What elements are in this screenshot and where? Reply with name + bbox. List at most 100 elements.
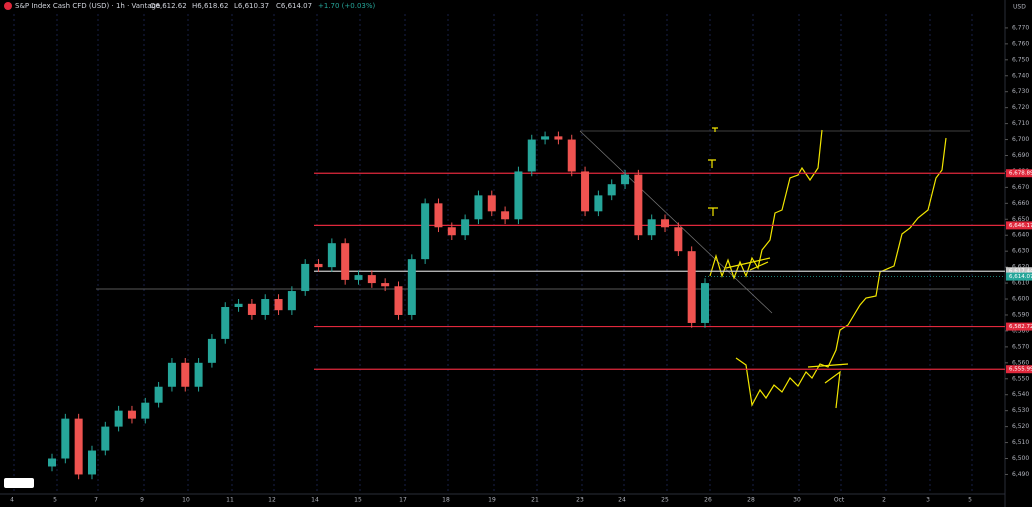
- candle-body: [621, 174, 630, 185]
- y-tick-label: 6,580: [1012, 327, 1029, 334]
- y-tick-label: 6,730: [1012, 88, 1029, 95]
- candle-body: [301, 263, 310, 292]
- candle-body: [594, 195, 603, 212]
- x-tick-label: Oct: [834, 497, 845, 504]
- level-label: 6,678.89: [1009, 171, 1032, 177]
- candle-body: [261, 299, 270, 315]
- candle-body: [274, 299, 283, 311]
- candle-body: [181, 362, 190, 387]
- x-tick-label: 25: [661, 497, 669, 504]
- candle-body: [381, 283, 390, 287]
- candle-body: [541, 136, 550, 140]
- x-tick-label: 21: [531, 497, 539, 504]
- candle-body: [114, 410, 123, 427]
- candle-body: [461, 219, 470, 236]
- x-tick-label: 5: [53, 497, 57, 504]
- candle-body: [501, 211, 510, 220]
- y-tick-label: 6,710: [1012, 120, 1029, 127]
- x-tick-label: 3: [926, 497, 930, 504]
- candle-body: [474, 195, 483, 220]
- y-tick-label: 6,770: [1012, 24, 1029, 31]
- projection-mark: [725, 257, 771, 271]
- y-tick-label: 6,600: [1012, 296, 1029, 303]
- candle-body: [407, 259, 416, 315]
- x-tick-label: 12: [268, 497, 276, 504]
- level-label: 6,617.44: [1009, 269, 1032, 275]
- candle-body: [194, 362, 203, 387]
- candle-body: [167, 362, 176, 387]
- symbol-icon: [4, 2, 12, 10]
- x-tick-label: 4: [10, 497, 14, 504]
- candle-body: [221, 307, 230, 339]
- y-tick-label: 6,570: [1012, 343, 1029, 350]
- x-tick-label: 17: [399, 497, 407, 504]
- y-tick-label: 6,660: [1012, 200, 1029, 207]
- candle-body: [234, 303, 243, 308]
- projection-path: [735, 137, 947, 407]
- level-tag: [1006, 267, 1032, 276]
- candle-body: [154, 386, 163, 403]
- candle-body: [687, 251, 696, 323]
- level-label: 6,555.99: [1009, 367, 1032, 373]
- candle-body: [61, 418, 70, 459]
- y-tick-label: 6,500: [1012, 455, 1029, 462]
- y-tick-label: 6,650: [1012, 216, 1029, 223]
- ohlc-value: H6,618.62: [192, 2, 228, 10]
- y-tick-label: 6,510: [1012, 439, 1029, 446]
- candle-body: [701, 283, 709, 323]
- candle-body: [647, 219, 656, 236]
- y-tick-label: 6,630: [1012, 248, 1029, 255]
- y-tick-label: 6,700: [1012, 136, 1029, 143]
- candle-body: [341, 243, 350, 280]
- x-tick-label: 26: [704, 497, 712, 504]
- candle-body: [487, 195, 496, 212]
- ohlc-value: O6,612.62: [150, 2, 187, 10]
- currency-label: USD: [1013, 4, 1026, 11]
- x-tick-label: 19: [488, 497, 496, 504]
- x-tick-label: 9: [140, 497, 144, 504]
- candle-body: [48, 458, 56, 467]
- candle-body: [74, 418, 83, 475]
- x-tick-label: 28: [747, 497, 755, 504]
- candle-body: [421, 203, 430, 260]
- candle-body: [434, 203, 443, 228]
- candle-body: [367, 275, 376, 284]
- x-tick-label: 24: [618, 497, 626, 504]
- x-tick-label: 23: [576, 497, 584, 504]
- candle-body: [127, 410, 136, 419]
- candle-body: [661, 219, 670, 228]
- y-tick-label: 6,590: [1012, 311, 1029, 318]
- x-tick-label: 5: [968, 497, 972, 504]
- y-tick-label: 6,620: [1012, 264, 1029, 271]
- y-tick-label: 6,520: [1012, 423, 1029, 430]
- logo: [4, 478, 34, 488]
- y-tick-label: 6,690: [1012, 152, 1029, 159]
- x-tick-label: 15: [354, 497, 362, 504]
- level-tag: [1006, 169, 1032, 178]
- candle-body: [327, 243, 336, 268]
- candle-body: [394, 286, 403, 315]
- ohlc-value: C6,614.07: [276, 2, 312, 10]
- y-tick-label: 6,550: [1012, 375, 1029, 382]
- x-tick-label: 2: [882, 497, 886, 504]
- candle-body: [514, 171, 523, 220]
- x-tick-label: 30: [793, 497, 801, 504]
- y-tick-label: 6,750: [1012, 56, 1029, 63]
- y-tick-label: 6,610: [1012, 280, 1029, 287]
- projection-mark: [708, 127, 849, 409]
- candle-body: [287, 291, 296, 311]
- candle-body: [674, 227, 683, 252]
- y-tick-label: 6,490: [1012, 471, 1029, 478]
- candle-body: [567, 139, 576, 172]
- level-label: 6,646.17: [1009, 223, 1032, 229]
- chart-title[interactable]: S&P Index Cash CFD (USD) · 1h · Vantage: [15, 2, 160, 10]
- candle-body: [447, 227, 456, 236]
- candle-body: [581, 171, 590, 212]
- level-tag: [1006, 365, 1032, 374]
- ohlc-value: L6,610.37: [234, 2, 269, 10]
- y-tick-label: 6,640: [1012, 232, 1029, 239]
- candle-body: [354, 275, 363, 280]
- candle-body: [607, 184, 616, 196]
